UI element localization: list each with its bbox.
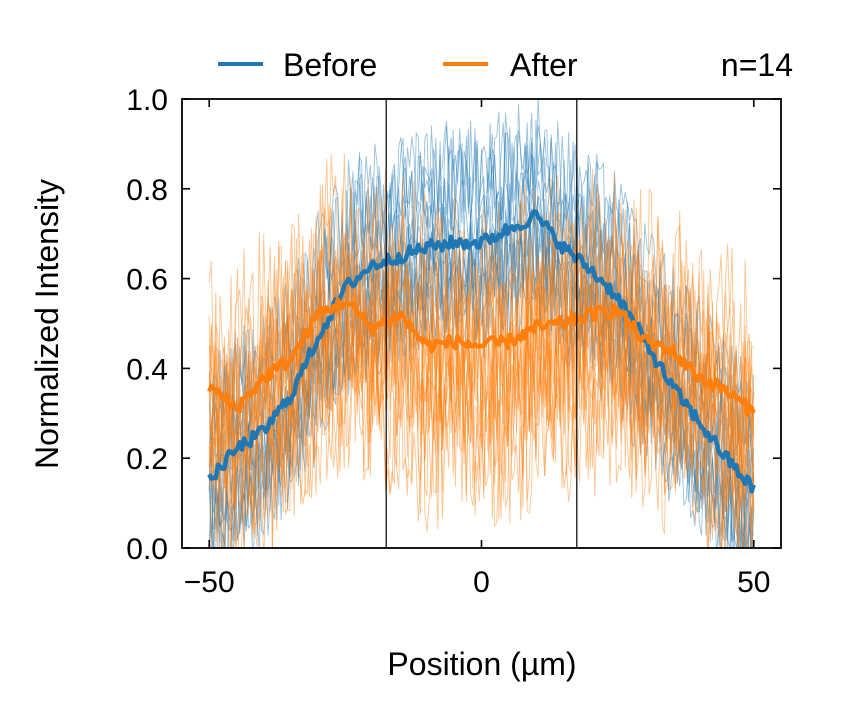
y-tick-label: 0.4 [126, 353, 168, 386]
trace-after-9 [208, 208, 754, 479]
trace-before-7 [208, 180, 755, 538]
legend-label-after: After [510, 47, 578, 83]
mean-line-before [207, 209, 756, 494]
y-tick-label: 1.0 [126, 84, 168, 117]
trace-before-6 [209, 206, 755, 548]
legend: Before After n=14 [218, 47, 793, 83]
trace-after-2 [208, 313, 753, 548]
trace-before-10 [208, 122, 755, 492]
x-axis-label: Position (µm) [387, 646, 576, 682]
trace-before-8 [208, 192, 752, 548]
trace-before-13 [208, 99, 755, 457]
trace-before-3 [211, 237, 754, 548]
x-tick-label: 0 [473, 566, 490, 599]
trace-before-11 [208, 111, 755, 469]
trace-after-5 [208, 243, 755, 508]
trace-after-8 [208, 153, 755, 430]
plot-area: 0.0 0.2 0.4 0.6 0.8 1.0 −50 0 50 [126, 84, 782, 599]
y-tick-label: 0.6 [126, 264, 168, 297]
trace-before-14 [208, 215, 753, 548]
trace-after-11 [208, 298, 755, 548]
x-tick-label: 50 [737, 566, 770, 599]
y-axis-label: Normalized Intensity [29, 179, 65, 469]
count-annotation: n=14 [721, 47, 793, 83]
x-tick-label: −50 [184, 566, 235, 599]
trace-after-12 [208, 250, 755, 518]
trace-after-10 [208, 232, 755, 474]
trace-after-13 [208, 198, 755, 466]
trace-after-6 [208, 290, 755, 548]
y-tick-label: 0.8 [126, 174, 168, 207]
trace-before-2 [208, 195, 755, 548]
legend-label-before: Before [283, 47, 377, 83]
y-tick-label: 0.2 [126, 443, 168, 476]
trace-before-1 [208, 142, 755, 500]
mean-line-after [207, 297, 756, 417]
data-traces [207, 99, 756, 548]
y-tick-label: 0.0 [126, 533, 168, 566]
trace-after-14 [208, 245, 755, 514]
